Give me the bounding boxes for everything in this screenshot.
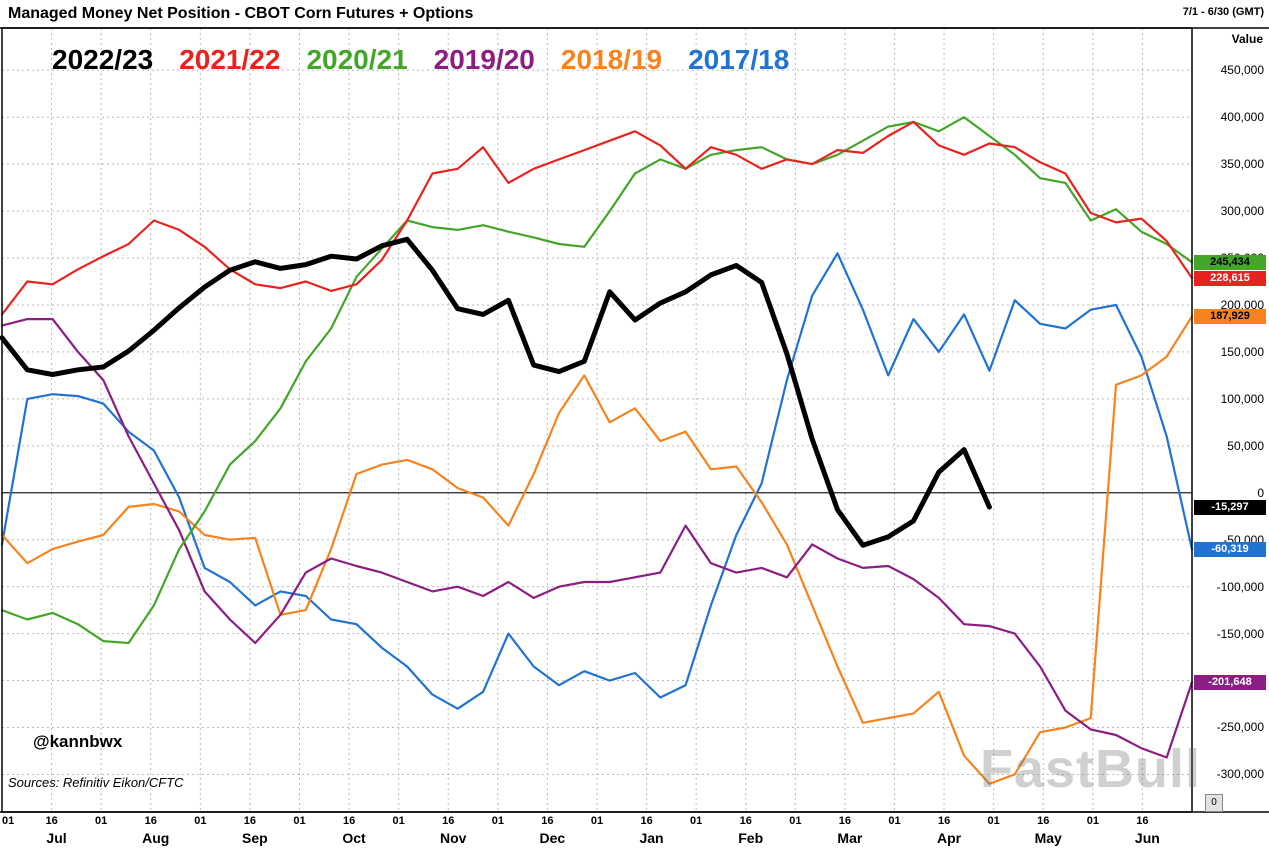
y-axis-title: Value bbox=[1231, 32, 1263, 46]
x-axis-tick-label: 16 bbox=[640, 815, 653, 827]
x-axis-tick-label: 16 bbox=[1037, 815, 1050, 827]
x-axis-month-label: Jun bbox=[1134, 830, 1160, 846]
x-axis-tick-label: 16 bbox=[442, 815, 455, 827]
x-axis-month-label: Aug bbox=[142, 830, 170, 846]
x-axis-month-label: Nov bbox=[439, 830, 467, 846]
x-axis-tick-label: 01 bbox=[987, 815, 1000, 827]
x-axis-tick-label: 01 bbox=[491, 815, 504, 827]
x-axis-tick-label: 01 bbox=[2, 815, 15, 827]
x-axis-tick-label: 01 bbox=[95, 815, 108, 827]
x-axis-tick-label: 16 bbox=[937, 815, 951, 827]
last-value-label: 228,615 bbox=[1194, 270, 1266, 286]
y-axis-tick-label: 300,000 bbox=[1220, 204, 1264, 219]
y-axis-tick-label: 200,000 bbox=[1220, 297, 1264, 312]
x-axis-month-label: Sep bbox=[242, 830, 268, 846]
series-line-2022-23 bbox=[0, 236, 992, 548]
y-axis-tick-label: 0 bbox=[1257, 485, 1264, 500]
y-axis-tick-label: -150,000 bbox=[1216, 626, 1264, 641]
brand-watermark: FastBull bbox=[980, 739, 1202, 799]
series-line-2020-21 bbox=[0, 116, 1194, 645]
y-axis-tick-label: 350,000 bbox=[1220, 157, 1264, 172]
y-axis-tick-label: -100,000 bbox=[1216, 579, 1264, 594]
last-value-label: -201,648 bbox=[1194, 674, 1266, 690]
legend-item-2022-23[interactable]: 2022/23 bbox=[52, 44, 154, 75]
x-axis-tick-label: 01 bbox=[789, 815, 802, 827]
x-axis-tick-label: 01 bbox=[1086, 815, 1099, 827]
source-credit: Sources: Refinitiv Eikon/CFTC bbox=[8, 775, 184, 790]
legend-item-2018-19[interactable]: 2018/19 bbox=[560, 44, 663, 75]
y-axis-tick-label: -250,000 bbox=[1216, 720, 1264, 735]
y-axis-tick-label: 450,000 bbox=[1220, 63, 1264, 78]
x-axis-month-label: May bbox=[1034, 830, 1062, 846]
last-value-label: -60,319 bbox=[1194, 541, 1266, 557]
chart-title: Managed Money Net Position - CBOT Corn F… bbox=[8, 5, 474, 22]
y-axis-tick-label: 50,000 bbox=[1227, 438, 1264, 453]
legend-item-2020-21[interactable]: 2020/21 bbox=[306, 44, 408, 75]
legend-item-2019-20[interactable]: 2019/20 bbox=[433, 44, 535, 75]
y-axis-tick-label: -300,000 bbox=[1216, 767, 1264, 782]
last-value-label: 187,929 bbox=[1194, 308, 1266, 324]
series-line-2018-19 bbox=[0, 315, 1194, 785]
x-axis-tick-label: 01 bbox=[293, 815, 306, 827]
x-axis-tick-label: 01 bbox=[194, 815, 207, 827]
series-line-2017-18 bbox=[0, 252, 1194, 710]
last-value-label: -15,297 bbox=[1194, 499, 1266, 515]
y-axis-tick-label: 150,000 bbox=[1220, 344, 1264, 359]
x-axis-tick-label: 16 bbox=[144, 815, 157, 827]
x-axis-tick-label: 16 bbox=[342, 815, 356, 827]
legend-item-2021-22[interactable]: 2021/22 bbox=[179, 44, 281, 75]
x-axis-tick-label: 16 bbox=[1136, 815, 1149, 827]
plot-border bbox=[1, 27, 1193, 813]
x-axis-month-label: Oct bbox=[342, 830, 366, 846]
date-range-label: 7/1 - 6/30 (GMT) bbox=[1182, 6, 1264, 18]
legend: 2022/23 2021/22 2020/21 2019/20 2018/19 2017/… bbox=[52, 44, 789, 76]
x-axis-month-label: Dec bbox=[539, 830, 566, 846]
x-axis-month-label: Mar bbox=[837, 830, 863, 846]
x-axis-tick-label: 01 bbox=[392, 815, 405, 827]
legend-item-2017-18[interactable]: 2017/18 bbox=[688, 44, 790, 75]
x-axis-tick-label: 01 bbox=[690, 815, 703, 827]
x-axis-month-label: Apr bbox=[936, 830, 962, 846]
y-axis-tick-label: 100,000 bbox=[1220, 391, 1264, 406]
x-axis-month-label: Feb bbox=[738, 830, 764, 846]
series-line-2019-20 bbox=[0, 318, 1194, 759]
watermark-handle: @kannbwx bbox=[33, 732, 123, 751]
x-axis-tick-label: 16 bbox=[243, 815, 257, 827]
series-line-2021-22 bbox=[0, 120, 1194, 316]
x-axis-month-label: Jan bbox=[639, 830, 664, 846]
x-axis-tick-label: 01 bbox=[888, 815, 901, 827]
y-axis-tick-label: 400,000 bbox=[1220, 110, 1264, 125]
x-axis-month-label: Jul bbox=[46, 830, 67, 846]
x-axis-tick-label: 01 bbox=[590, 815, 604, 827]
x-axis-tick-label: 16 bbox=[541, 815, 554, 827]
axis-corner-button[interactable]: 0 bbox=[1205, 794, 1223, 812]
x-axis-tick-label: 16 bbox=[45, 815, 58, 827]
x-axis-tick-label: 16 bbox=[739, 815, 752, 827]
x-axis-tick-label: 16 bbox=[838, 815, 852, 827]
last-value-label: 245,434 bbox=[1194, 254, 1266, 270]
